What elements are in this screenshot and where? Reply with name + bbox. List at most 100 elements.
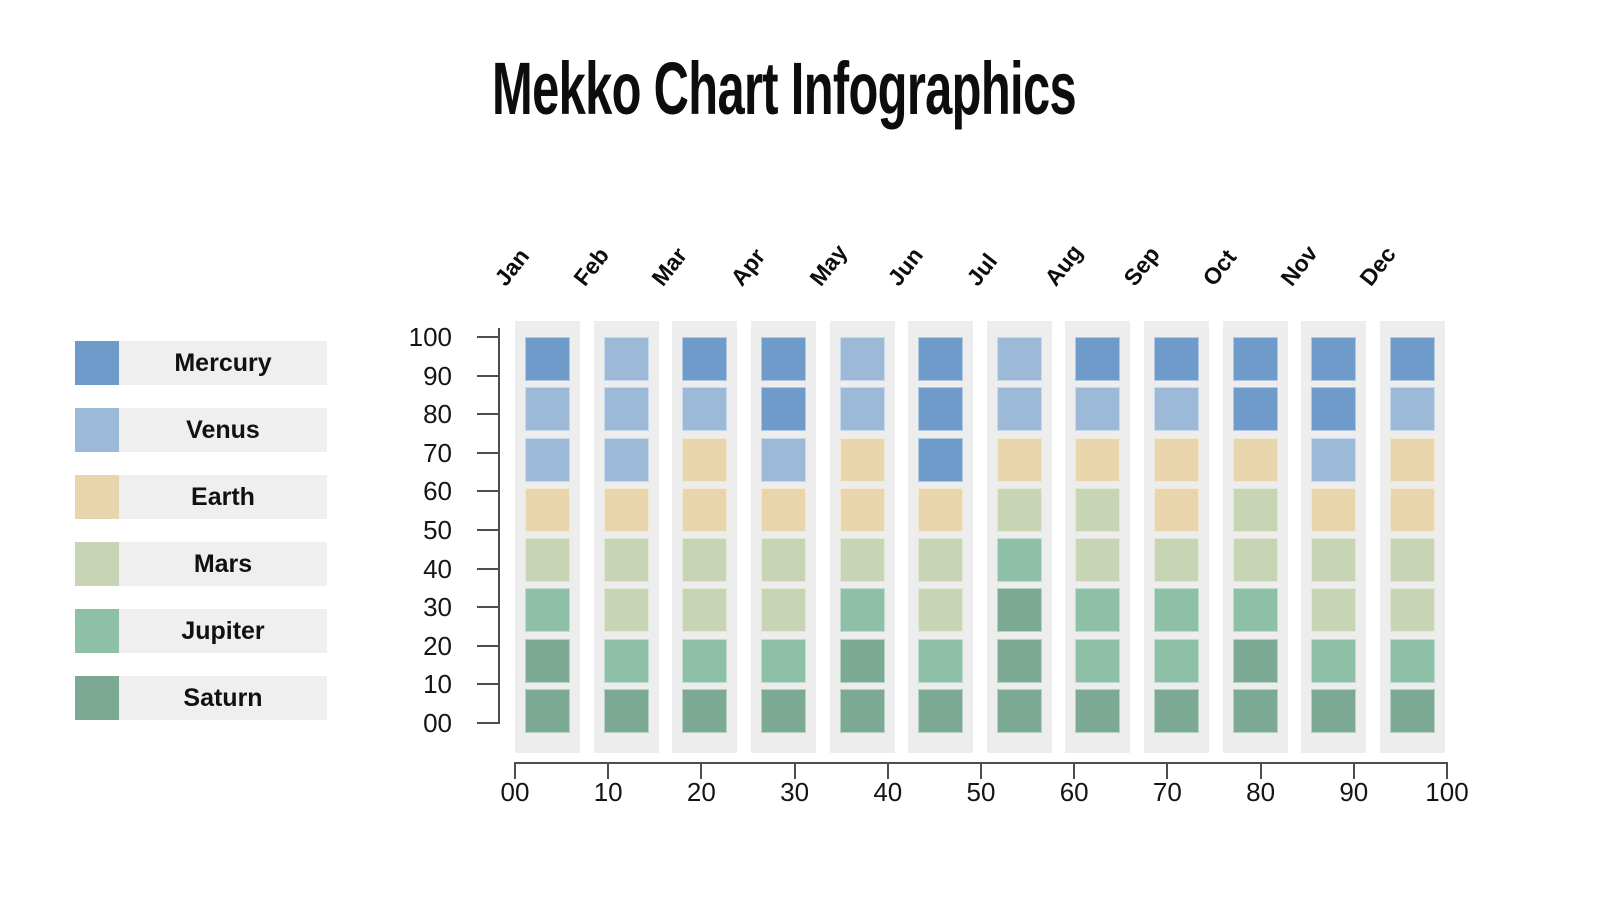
cell-feb-jupiter bbox=[603, 638, 649, 683]
cell-dec-venus bbox=[1390, 387, 1436, 432]
legend-label: Jupiter bbox=[181, 616, 265, 645]
cell-mar-earth bbox=[682, 437, 728, 482]
cell-may-jupiter bbox=[839, 588, 885, 633]
x-tick-label-20: 20 bbox=[686, 777, 716, 807]
month-label-apr: Apr bbox=[725, 243, 771, 291]
x-tick-40 bbox=[886, 762, 889, 779]
cell-dec-earth bbox=[1390, 437, 1436, 482]
cell-aug-earth bbox=[1075, 437, 1121, 482]
column-nov bbox=[1301, 321, 1367, 753]
y-tick-20 bbox=[477, 644, 499, 647]
cell-may-venus bbox=[839, 387, 885, 432]
column-apr bbox=[750, 321, 816, 753]
cell-apr-mars bbox=[760, 538, 806, 583]
cell-aug-saturn bbox=[1075, 689, 1121, 734]
cell-nov-venus bbox=[1311, 437, 1357, 482]
y-tick-label-10: 10 bbox=[423, 669, 452, 700]
legend-item-mars: Mars bbox=[75, 542, 327, 586]
cell-nov-mars bbox=[1311, 538, 1357, 583]
cell-feb-venus bbox=[603, 387, 649, 432]
cell-dec-mercury bbox=[1390, 337, 1436, 381]
y-tick-90 bbox=[477, 374, 499, 377]
cell-jan-mercury bbox=[525, 337, 570, 381]
legend-item-earth: Earth bbox=[75, 475, 327, 519]
x-tick-label-60: 60 bbox=[1059, 777, 1089, 807]
cell-jul-earth bbox=[996, 437, 1042, 482]
legend-label: Saturn bbox=[183, 683, 263, 712]
y-tick-label-70: 70 bbox=[423, 437, 452, 468]
cell-jun-mercury bbox=[918, 437, 964, 482]
legend-label: Venus bbox=[186, 415, 260, 444]
legend-bar: Saturn bbox=[119, 676, 327, 720]
legend-item-mercury: Mercury bbox=[75, 341, 327, 385]
cell-sep-mercury bbox=[1154, 337, 1200, 381]
month-label-jan: Jan bbox=[489, 243, 535, 291]
cell-jan-saturn bbox=[525, 638, 570, 683]
month-label-dec: Dec bbox=[1354, 241, 1401, 291]
y-tick-label-20: 20 bbox=[423, 630, 452, 661]
cell-oct-earth bbox=[1232, 437, 1278, 482]
month-label-jul: Jul bbox=[961, 248, 1003, 291]
month-label-aug: Aug bbox=[1039, 239, 1088, 291]
cell-apr-mercury bbox=[760, 337, 806, 381]
x-tick-100 bbox=[1446, 762, 1448, 779]
cell-jul-saturn bbox=[996, 638, 1042, 683]
page-title-text: Mekko Chart Infographics bbox=[492, 47, 1077, 130]
cell-nov-mars bbox=[1311, 588, 1357, 633]
cell-apr-saturn bbox=[760, 689, 806, 734]
month-label-mar: Mar bbox=[646, 242, 693, 291]
cell-aug-jupiter bbox=[1075, 588, 1121, 633]
column-mar bbox=[672, 321, 738, 753]
month-label-may: May bbox=[803, 239, 852, 291]
x-tick-50 bbox=[980, 762, 982, 779]
cell-apr-venus bbox=[760, 437, 806, 482]
y-tick-label-50: 50 bbox=[423, 515, 452, 545]
legend-label: Earth bbox=[191, 482, 255, 511]
cell-nov-mercury bbox=[1311, 337, 1357, 381]
cell-jun-mars bbox=[918, 538, 964, 583]
x-tick-label-100: 100 bbox=[1425, 777, 1469, 807]
column-aug bbox=[1065, 321, 1131, 753]
column-may bbox=[829, 321, 895, 753]
legend-bar: Mars bbox=[119, 542, 327, 586]
cell-jan-venus bbox=[525, 387, 570, 432]
y-tick-50 bbox=[477, 529, 499, 531]
cell-feb-mars bbox=[603, 588, 649, 633]
cell-sep-venus bbox=[1154, 387, 1200, 432]
cell-aug-venus bbox=[1075, 387, 1121, 432]
cell-jun-mars bbox=[918, 588, 964, 633]
y-tick-70 bbox=[477, 451, 499, 454]
y-tick-00 bbox=[477, 722, 499, 724]
legend-bar: Jupiter bbox=[119, 609, 327, 653]
cell-oct-mercury bbox=[1232, 387, 1278, 432]
cell-jun-saturn bbox=[918, 689, 964, 734]
legend-label: Mars bbox=[193, 549, 253, 578]
cell-jun-mercury bbox=[918, 387, 964, 432]
cell-may-earth bbox=[839, 487, 885, 532]
cell-dec-mars bbox=[1390, 588, 1436, 633]
cell-apr-earth bbox=[760, 487, 806, 532]
cell-dec-saturn bbox=[1390, 689, 1436, 734]
cell-may-earth bbox=[839, 437, 885, 482]
column-jan bbox=[515, 321, 580, 753]
cell-jan-venus bbox=[525, 437, 570, 482]
x-tick-00 bbox=[514, 762, 516, 779]
cell-jan-saturn bbox=[525, 689, 570, 734]
cell-nov-saturn bbox=[1311, 689, 1357, 734]
cell-oct-jupiter bbox=[1232, 588, 1278, 633]
cell-apr-mars bbox=[760, 588, 806, 633]
cell-aug-mars bbox=[1075, 487, 1121, 532]
earth-swatch-icon bbox=[75, 475, 119, 519]
cell-nov-earth bbox=[1311, 487, 1357, 532]
x-tick-label-80: 80 bbox=[1246, 777, 1276, 807]
x-tick-80 bbox=[1259, 762, 1262, 779]
x-tick-20 bbox=[700, 762, 703, 779]
cell-aug-jupiter bbox=[1075, 638, 1121, 683]
column-dec bbox=[1380, 321, 1446, 753]
cell-sep-jupiter bbox=[1154, 638, 1200, 683]
cell-aug-mars bbox=[1075, 538, 1121, 583]
cell-mar-venus bbox=[682, 387, 728, 432]
cell-sep-earth bbox=[1154, 487, 1200, 532]
